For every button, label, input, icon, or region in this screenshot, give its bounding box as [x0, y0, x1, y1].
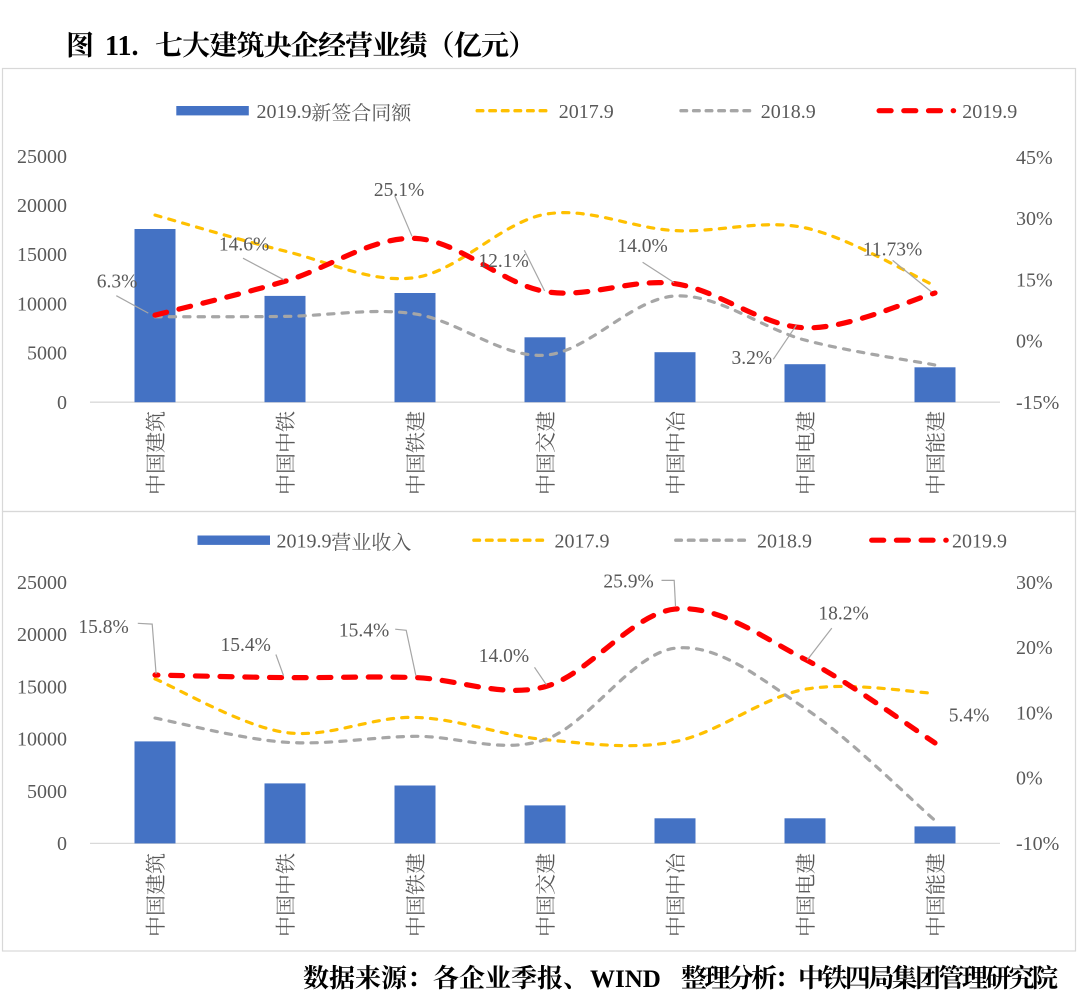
svg-text:2019.9: 2019.9: [962, 101, 1017, 123]
svg-text:0: 0: [57, 392, 67, 414]
svg-text:2017.9: 2017.9: [559, 101, 614, 123]
svg-text:10%: 10%: [1016, 703, 1053, 725]
svg-text:11.73%: 11.73%: [863, 240, 922, 261]
svg-text:0%: 0%: [1016, 768, 1043, 790]
svg-text:14.0%: 14.0%: [479, 646, 529, 667]
svg-text:15000: 15000: [17, 244, 67, 266]
svg-text:15%: 15%: [1016, 269, 1053, 291]
svg-text:2018.9: 2018.9: [757, 530, 812, 552]
svg-text:18.2%: 18.2%: [818, 604, 868, 625]
svg-text:14.0%: 14.0%: [617, 236, 667, 257]
svg-text:0: 0: [57, 833, 67, 855]
svg-text:5.4%: 5.4%: [949, 705, 990, 726]
svg-text:20%: 20%: [1016, 637, 1053, 659]
svg-text:20000: 20000: [17, 624, 67, 646]
svg-text:15.4%: 15.4%: [221, 635, 271, 656]
svg-text:15000: 15000: [17, 676, 67, 698]
svg-text:2017.9: 2017.9: [555, 530, 610, 552]
svg-text:12.1%: 12.1%: [478, 251, 528, 272]
svg-text:6.3%: 6.3%: [97, 271, 138, 292]
svg-text:2019.9: 2019.9: [952, 530, 1007, 552]
svg-text:-15%: -15%: [1016, 392, 1059, 414]
svg-text:5000: 5000: [27, 781, 67, 803]
svg-text:WIND: WIND: [590, 966, 661, 993]
svg-text:15.8%: 15.8%: [78, 617, 128, 638]
svg-text:3.2%: 3.2%: [731, 348, 772, 369]
svg-text:30%: 30%: [1016, 572, 1053, 594]
svg-text:11.: 11.: [105, 31, 138, 62]
svg-text:10000: 10000: [17, 293, 67, 315]
svg-text:45%: 45%: [1016, 147, 1053, 169]
svg-text:0%: 0%: [1016, 331, 1043, 353]
svg-text:2019.9: 2019.9: [257, 101, 312, 123]
svg-text:14.6%: 14.6%: [219, 235, 269, 256]
svg-text:2019.9: 2019.9: [277, 530, 332, 552]
svg-text:30%: 30%: [1016, 208, 1053, 230]
svg-text:2018.9: 2018.9: [761, 101, 816, 123]
svg-text:10000: 10000: [17, 729, 67, 751]
svg-text:25000: 25000: [17, 572, 67, 594]
svg-text:25.9%: 25.9%: [603, 572, 653, 593]
svg-text:25000: 25000: [17, 146, 67, 168]
svg-text:5000: 5000: [27, 343, 67, 365]
svg-text:25.1%: 25.1%: [374, 180, 424, 201]
svg-text:15.4%: 15.4%: [339, 621, 389, 642]
svg-text:20000: 20000: [17, 195, 67, 217]
svg-text:-10%: -10%: [1016, 833, 1059, 855]
